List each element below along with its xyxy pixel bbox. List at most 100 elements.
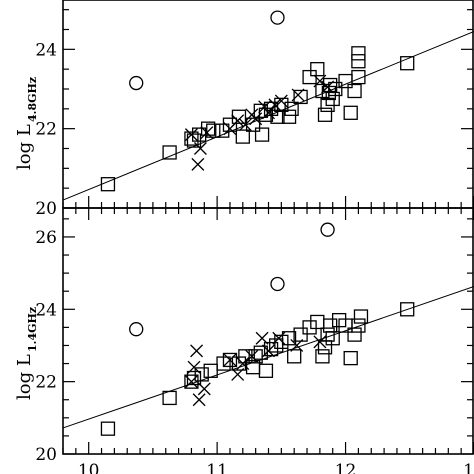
data-point-cross [238, 118, 252, 132]
data-point-cross [262, 344, 275, 358]
data-point-square [184, 131, 199, 146]
data-point-cross [255, 331, 269, 345]
data-point-square [270, 109, 285, 124]
data-point-cross [272, 331, 286, 345]
data-point-circle [129, 75, 144, 91]
data-point-cross [191, 157, 205, 171]
data-point-square [235, 129, 250, 144]
data-point-cross [193, 142, 207, 155]
data-point-square [315, 349, 330, 364]
data-point-square [351, 318, 366, 333]
data-point-square [347, 83, 362, 99]
x-tick-label: 13 [463, 461, 474, 474]
data-point-cross [236, 357, 250, 371]
data-point-square [200, 121, 216, 136]
data-point-circle [270, 276, 285, 292]
data-point-square [194, 367, 209, 382]
y-tick-label: 24 [35, 300, 57, 320]
data-point-square [222, 352, 238, 368]
data-point-square [351, 54, 366, 69]
x-tick-label: 12 [335, 461, 357, 474]
bottom-y-axis-label: log L 1.4GHz [14, 307, 39, 400]
data-point-cross [274, 94, 288, 108]
data-point-cross [192, 393, 206, 407]
data-point-cross [313, 74, 327, 88]
data-point-square [100, 177, 116, 192]
data-point-square [351, 69, 366, 85]
data-point-square [293, 89, 308, 105]
data-point-square [162, 390, 177, 406]
data-point-cross [321, 80, 335, 94]
top-ylabel-subscript: 4.8GHz [26, 77, 39, 122]
data-point-square [281, 331, 297, 346]
data-point-square [302, 69, 317, 85]
data-point-cross [313, 335, 327, 349]
data-point-square [284, 101, 299, 116]
data-point-square [343, 105, 358, 120]
data-point-square [325, 331, 340, 346]
data-point-square [353, 309, 369, 324]
data-point-square [274, 334, 289, 350]
data-point-cross [268, 98, 282, 112]
x-tick-label: 11 [206, 461, 228, 474]
bottom-ylabel-main: log L [14, 354, 35, 400]
data-point-square [320, 327, 335, 342]
top-ylabel-main: log L [14, 124, 35, 170]
x-tick-label: 10 [78, 461, 100, 474]
bottom-ylabel-subscript: 1.4GHz [26, 307, 39, 352]
data-point-square [343, 350, 358, 366]
data-point-square [231, 109, 247, 124]
data-point-cross [187, 360, 201, 374]
data-point-cross [245, 349, 259, 363]
data-point-cross [184, 128, 198, 142]
y-tick-label: 20 [35, 199, 57, 219]
y-tick-label: 26 [35, 228, 57, 248]
data-point-square [203, 363, 218, 378]
data-point-square [245, 117, 261, 132]
data-point-square [100, 421, 116, 436]
data-point-square [351, 46, 366, 61]
y-tick-label: 22 [35, 120, 57, 140]
top-y-axis-label: log L 4.8GHz [14, 77, 39, 170]
data-point-circle [129, 322, 144, 337]
data-point-cross [258, 100, 272, 114]
data-point-circle [320, 222, 335, 237]
data-point-cross [231, 114, 245, 128]
data-point-cross [291, 88, 305, 102]
data-point-circle [270, 10, 285, 25]
bottom-panel: 20 22 24 26 10 11 12 13 log L 1.4GHz [14, 207, 474, 474]
data-point-cross [262, 106, 275, 120]
data-point-square [281, 109, 297, 124]
data-point-square [400, 56, 415, 71]
data-point-cross [223, 353, 237, 367]
data-point-square [400, 302, 415, 317]
data-point-cross [249, 112, 263, 126]
data-point-cross [200, 126, 214, 140]
data-point-cross [184, 375, 198, 389]
y-tick-label: 24 [35, 40, 57, 60]
data-point-square [258, 363, 274, 378]
data-point-cross [231, 367, 245, 381]
data-point-square [184, 374, 199, 389]
data-point-square [206, 123, 221, 138]
data-point-square [263, 341, 279, 357]
data-point-square [347, 327, 362, 342]
data-point-cross [190, 344, 204, 358]
data-point-square [317, 107, 333, 122]
y-tick-label: 22 [35, 373, 57, 393]
data-point-square [302, 320, 317, 335]
data-point-square [310, 62, 325, 77]
plot-frame [62, 207, 474, 455]
data-point-square [162, 145, 177, 160]
data-point-cross [290, 339, 304, 352]
data-point-square [310, 314, 325, 330]
data-point-square [269, 338, 284, 353]
data-point-square [287, 349, 302, 364]
data-point-square [222, 117, 238, 132]
data-point-cross [197, 382, 211, 396]
bottom-plot-area: 20 22 24 26 10 11 12 13 [35, 207, 474, 474]
fit-line [62, 286, 474, 429]
